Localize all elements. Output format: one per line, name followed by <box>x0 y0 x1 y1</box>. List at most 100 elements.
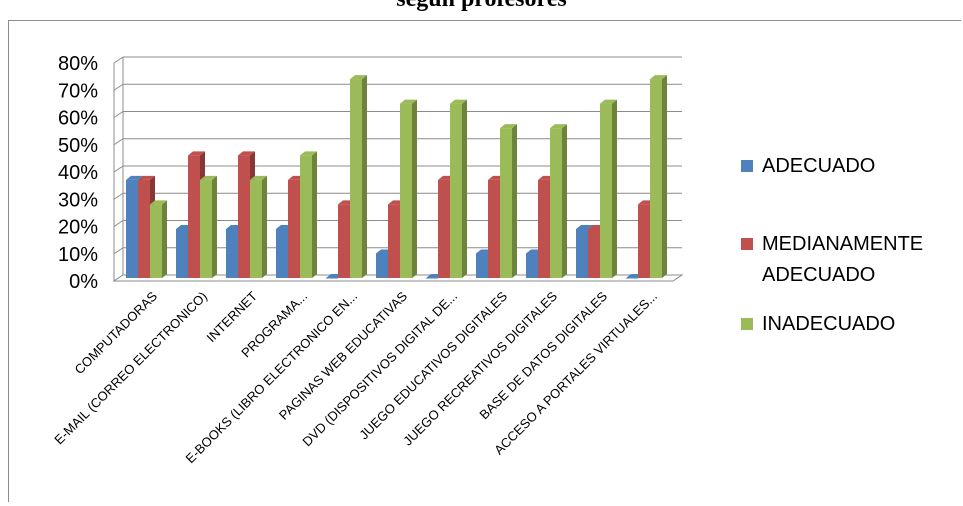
legend-label: INADECUADO <box>762 313 895 335</box>
legend-label: ADECUADO <box>762 155 875 177</box>
bar-side <box>262 175 267 278</box>
bar-front <box>126 179 138 278</box>
bar-front <box>438 179 450 278</box>
bar-front <box>338 204 350 278</box>
bar-front <box>300 155 312 278</box>
bar-2-0 <box>150 200 167 278</box>
legend-entry: INADECUADO <box>741 313 895 335</box>
bar-side <box>612 99 617 278</box>
bar-front <box>388 204 400 278</box>
legend-swatch <box>741 318 753 330</box>
bar-top <box>200 175 217 180</box>
x-tick-label: E-BOOKS (LIBRO ELECTRONICO EN... <box>182 289 360 467</box>
bar-front <box>250 179 262 278</box>
bar-front <box>276 228 288 278</box>
bar-front <box>200 179 212 278</box>
legend: ADECUADO MEDIANAMENTE ADECUADO INADECUADO <box>741 155 923 335</box>
bar-front <box>588 228 600 278</box>
bar-side <box>512 124 517 278</box>
bar-front <box>650 79 662 278</box>
bar-top <box>400 99 417 104</box>
bar-front <box>326 278 338 279</box>
bar-2-3 <box>300 151 317 278</box>
bar-2-1 <box>200 175 217 278</box>
bar-2-9 <box>600 99 617 278</box>
bar-side <box>362 75 367 278</box>
bar-front <box>526 253 538 278</box>
bar-side <box>312 151 317 278</box>
legend-swatch <box>741 160 753 172</box>
y-tick-label: 0% <box>69 271 98 293</box>
legend-entry: ADECUADO <box>741 155 875 177</box>
gridline-depth <box>113 220 124 227</box>
gridline-depth <box>113 83 124 91</box>
y-tick-label: 60% <box>58 108 98 130</box>
bar-front <box>400 103 412 278</box>
y-tick-label: 10% <box>58 244 98 266</box>
bar-front <box>488 179 500 278</box>
bar-top <box>650 75 667 80</box>
bar-top <box>300 151 317 156</box>
bars <box>126 75 667 279</box>
bar-side <box>162 200 167 278</box>
bar-front <box>288 179 300 278</box>
gridline-depth <box>113 138 124 146</box>
bar-top <box>450 99 467 104</box>
bar-front <box>150 204 162 278</box>
bar-front <box>138 179 150 278</box>
chart-frame <box>8 20 961 502</box>
y-tick-label: 40% <box>58 162 98 184</box>
y-tick-labels: 0% 10% 20% 30% 40% 50% 60% 70% 80% <box>58 53 98 293</box>
bar-front <box>600 103 612 278</box>
bar-front <box>176 228 188 278</box>
bar-2-5 <box>400 99 417 278</box>
gridline-depth <box>113 111 124 118</box>
y-tick-label: 20% <box>58 217 98 239</box>
bar-front <box>550 128 562 278</box>
bar-front <box>376 253 388 278</box>
x-tick-label: COMPUTADORAS <box>72 288 161 377</box>
bar-2-4 <box>350 75 367 278</box>
bar-top <box>350 75 367 80</box>
bar-top <box>188 151 205 156</box>
bar-front <box>450 103 462 278</box>
bar-front <box>538 179 550 278</box>
bar-2-2 <box>250 175 267 278</box>
gridline-depth <box>113 247 124 255</box>
bar-2-6 <box>450 99 467 278</box>
bar-top <box>150 200 167 205</box>
bar-top <box>126 175 143 180</box>
bar-side <box>212 175 217 278</box>
legend-swatch <box>741 238 753 250</box>
legend-label: ADECUADO <box>762 264 875 286</box>
bar-front <box>576 228 588 278</box>
bar-front <box>426 278 438 279</box>
bar-top <box>138 175 155 180</box>
gridline-depth <box>113 165 124 173</box>
gridline-depth <box>113 56 124 64</box>
bar-front <box>350 79 362 278</box>
legend-entry: MEDIANAMENTE ADECUADO <box>741 233 923 286</box>
bar-side <box>562 124 567 278</box>
bar-top <box>250 175 267 180</box>
bar-2-10 <box>650 75 667 278</box>
bar-2-7 <box>500 124 517 278</box>
chart-title: según profesores <box>0 0 963 13</box>
bar-top <box>500 124 517 129</box>
bar-front <box>626 278 638 279</box>
gridline-depth <box>113 192 124 200</box>
bar-2-8 <box>550 124 567 278</box>
bar-side <box>412 99 417 278</box>
y-tick-label: 30% <box>58 189 98 211</box>
bar-top <box>576 224 593 229</box>
y-tick-label: 70% <box>58 80 98 102</box>
bar-side <box>462 99 467 278</box>
bar-front <box>238 155 250 278</box>
bar-side <box>662 75 667 278</box>
bar-front <box>188 155 200 278</box>
y-tick-label: 50% <box>58 135 98 157</box>
bar-top <box>600 99 617 104</box>
bar-front <box>638 204 650 278</box>
